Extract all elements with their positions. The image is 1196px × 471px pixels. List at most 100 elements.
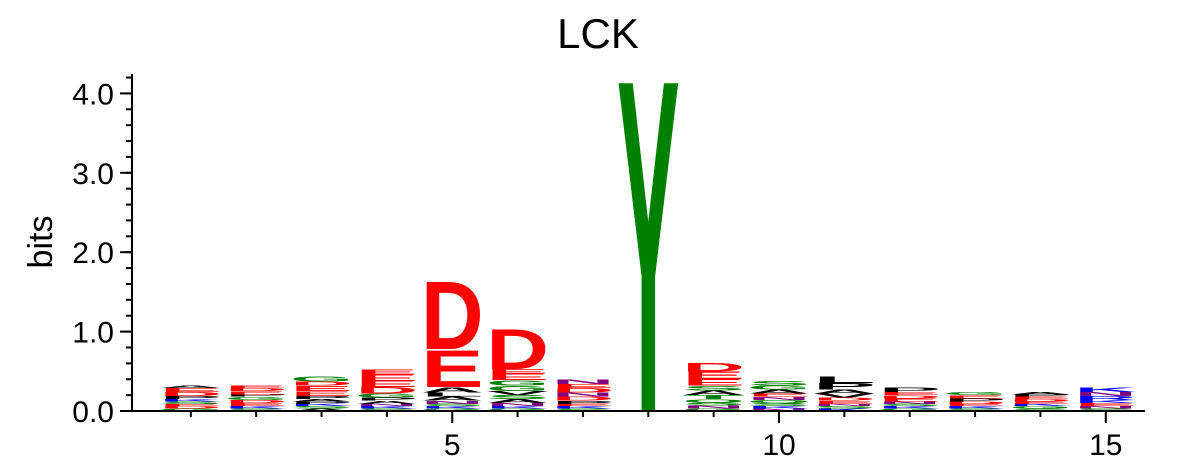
residue-glyph-A: A [290, 399, 353, 403]
residue-glyph-T: T [682, 394, 745, 400]
residue-glyph-G: G [421, 408, 484, 412]
residue-glyph-P: P [944, 398, 1007, 403]
residue-glyph-G: G [356, 393, 419, 399]
residue-glyph-G: G [1009, 406, 1072, 410]
residue-glyph-K: K [225, 406, 288, 410]
residue-glyph-K: K [1009, 403, 1072, 407]
residue-glyph-G: G [159, 408, 222, 412]
residue-glyph-P: P [1009, 394, 1072, 398]
x-tick-label: 10 [762, 429, 795, 462]
residue-glyph-E: E [486, 368, 549, 375]
residue-glyph-K: K [421, 406, 484, 410]
residue-glyph-N: N [1074, 391, 1137, 397]
residue-glyph-Q: Q [682, 398, 745, 403]
residue-glyph-G: G [486, 408, 549, 412]
x-tick-label: 15 [1089, 429, 1122, 462]
residue-glyph-S: S [421, 403, 484, 407]
residue-glyph-K: K [813, 408, 876, 412]
residue-glyph-S: S [552, 408, 615, 412]
residue-glyph-E: E [225, 390, 288, 395]
residue-glyph-E: E [813, 400, 876, 405]
residue-glyph-P: P [356, 397, 419, 402]
residue-glyph-V: V [486, 390, 548, 396]
residue-glyph-E: E [748, 393, 811, 398]
residue-glyph-E: E [878, 398, 941, 403]
residue-glyph-A: A [813, 389, 876, 395]
y-tick-label: 2.0 [72, 237, 114, 270]
residue-glyph-K: K [486, 406, 549, 410]
residue-glyph-D: D [813, 397, 876, 402]
residue-glyph-D: D [225, 399, 288, 404]
residue-glyph-K: K [748, 406, 811, 410]
residue-glyph-R: R [1074, 395, 1137, 401]
residue-glyph-E: E [944, 403, 1007, 407]
residue-glyph-N: N [878, 401, 941, 405]
y-axis-label: bits [22, 216, 60, 269]
residue-glyph-E: E [682, 369, 745, 381]
residue-glyph-D: D [421, 262, 484, 371]
residue-glyph-D: D [552, 396, 615, 402]
residue-glyph-N: N [552, 378, 615, 385]
residue-glyph-G: G [486, 384, 549, 393]
residue-glyph-N: N [421, 400, 484, 405]
residue-glyph-E: E [159, 387, 222, 393]
residue-glyph-N: N [486, 402, 549, 407]
residue-glyph-S: S [748, 380, 811, 387]
residue-glyph-G: G [290, 375, 353, 384]
residue-glyph-D: D [682, 361, 745, 374]
x-axis: 5 10 15 [132, 410, 1145, 462]
residue-glyph-N: N [813, 403, 876, 407]
y-tick-label: 3.0 [72, 158, 114, 191]
y-tick-label: 0.0 [72, 396, 114, 429]
residue-glyph-A: A [356, 400, 419, 405]
residue-glyph-E: E [1009, 396, 1072, 400]
residue-glyph-S: S [356, 408, 419, 412]
glyph-layer: GDESKPDEASKEDGPEDEASKPAPEEDGSKNAPGDEEEGK… [159, 0, 1137, 471]
residue-glyph-L: L [421, 392, 484, 398]
residue-glyph-K: K [552, 406, 615, 410]
residue-glyph-S: S [878, 403, 941, 407]
residue-glyph-S: S [1074, 408, 1137, 412]
residue-glyph-D: D [159, 406, 222, 410]
residue-glyph-A: A [421, 386, 484, 395]
residue-glyph-E: E [682, 378, 745, 388]
residue-glyph-D: D [1009, 399, 1072, 403]
residue-glyph-S: S [682, 385, 745, 392]
residue-glyph-E: E [159, 403, 222, 407]
residue-glyph-E: E [552, 403, 615, 407]
residue-glyph-S: S [159, 401, 222, 405]
residue-glyph-E: E [1074, 402, 1137, 407]
residue-glyph-K: K [878, 406, 941, 410]
residue-glyph-K: K [356, 406, 419, 410]
residue-glyph-S: S [813, 406, 876, 410]
residue-glyph-G: G [682, 408, 745, 412]
residue-glyph-N: N [748, 396, 811, 401]
residue-glyph-N: N [748, 408, 811, 412]
residue-glyph-G: G [225, 396, 288, 401]
residue-glyph-D: D [159, 391, 222, 397]
residue-glyph-K: K [1074, 386, 1137, 393]
residue-glyph-D: D [552, 387, 615, 394]
residue-glyph-Q: Q [748, 399, 811, 404]
residue-glyph-S: S [1009, 408, 1072, 412]
residue-glyph-P: P [290, 395, 353, 400]
residue-glyph-G: G [944, 391, 1007, 396]
residue-glyph-E: E [878, 391, 941, 396]
residue-glyph-V: V [813, 393, 875, 399]
residue-glyph-E: E [290, 390, 353, 397]
residue-glyph-S: S [290, 406, 353, 410]
residue-glyph-G: G [486, 379, 549, 388]
residue-glyph-D: D [944, 401, 1007, 405]
residue-glyph-K: K [159, 399, 222, 403]
residue-glyph-E: E [225, 402, 288, 407]
residue-glyph-D: D [878, 394, 941, 399]
residue-glyph-E: E [552, 383, 615, 389]
residue-glyph-E: E [225, 385, 288, 389]
residue-glyph-A: A [748, 389, 811, 395]
y-tick-label: 4.0 [72, 78, 114, 111]
residue-glyph-P: P [813, 382, 876, 392]
residue-glyph-S: S [225, 408, 288, 412]
residue-glyph-A: A [159, 385, 222, 389]
residue-glyph-D: D [290, 381, 353, 387]
residue-glyph-Y: Y [617, 0, 680, 471]
